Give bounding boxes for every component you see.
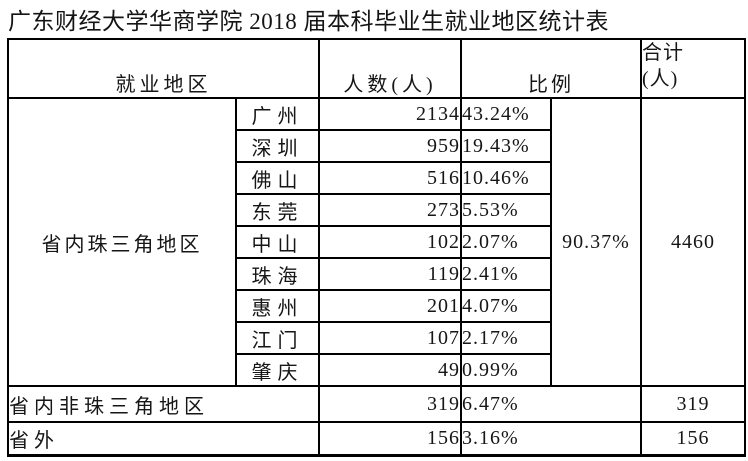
count-cell: 319 [318, 385, 462, 423]
table-row-zhongshan: 中山 102 2.07% [8, 225, 745, 259]
total-cell: 156 [640, 421, 746, 457]
count-cell: 2134 [318, 97, 462, 131]
total-cell: 319 [640, 385, 746, 423]
ratio-cell: 10.46% [460, 161, 552, 195]
header-total: 合计 (人) [640, 38, 746, 99]
employment-region-table: 就业地区 人数(人) 比例 合计 (人) 省内珠三角地区 广州 2134 43.2… [7, 38, 746, 457]
row-label-cell: 省内非珠三角地区 [7, 385, 320, 423]
header-ratio: 比例 [460, 38, 642, 99]
count-cell: 516 [318, 161, 462, 195]
ratio-cell: 6.47% [460, 385, 642, 423]
city-cell: 肇庆 [235, 353, 320, 387]
header-total-line2: (人) [642, 68, 679, 90]
table-row-jiangmen: 江门 107 2.17% [8, 321, 745, 355]
count-cell: 102 [318, 225, 462, 259]
region-group-cell: 省内珠三角地区 [7, 97, 237, 387]
header-region: 就业地区 [7, 38, 320, 99]
row-label-cell: 省外 [7, 421, 320, 457]
table-row-zhuhai: 珠海 119 2.41% [8, 257, 745, 291]
ratio-cell: 5.53% [460, 193, 552, 227]
count-cell: 959 [318, 129, 462, 163]
table-row-huizhou: 惠州 201 4.07% [8, 289, 745, 323]
group-total-cell: 4460 [640, 97, 746, 387]
table-row-non-pearl-delta: 省内非珠三角地区 319 6.47% 319 [7, 385, 746, 423]
count-cell: 49 [318, 353, 462, 387]
header-count: 人数(人) [318, 38, 462, 99]
city-cell: 惠州 [235, 289, 320, 323]
header-total-line1: 合计 [642, 42, 684, 64]
table-row-guangzhou: 省内珠三角地区 广州 2134 43.24% 90.37% 4460 [7, 97, 746, 387]
ratio-cell: 3.16% [460, 421, 642, 457]
city-cell: 珠海 [235, 257, 320, 291]
ratio-cell: 19.43% [460, 129, 552, 163]
city-cell: 佛山 [235, 161, 320, 195]
count-cell: 119 [318, 257, 462, 291]
ratio-cell: 2.41% [460, 257, 552, 291]
city-cell: 东莞 [235, 193, 320, 227]
table-row-outside-province: 省外 156 3.16% 156 [7, 421, 746, 457]
table-row-zhaoqing: 肇庆 49 0.99% [8, 353, 745, 387]
table-row-dongguan: 东莞 273 5.53% [8, 193, 745, 227]
city-cell: 江门 [235, 321, 320, 355]
document-title: 广东财经大学华商学院 2018 届本科毕业生就业地区统计表 [8, 9, 609, 34]
ratio-cell: 4.07% [460, 289, 552, 323]
ratio-cell: 43.24% [460, 97, 552, 131]
city-cell: 中山 [235, 225, 320, 259]
table-row-shenzhen: 深圳 959 19.43% [8, 129, 745, 163]
city-cell: 广州 [235, 97, 320, 131]
group-ratio-cell: 90.37% [550, 97, 642, 387]
ratio-cell: 2.17% [460, 321, 552, 355]
count-cell: 273 [318, 193, 462, 227]
ratio-cell: 2.07% [460, 225, 552, 259]
count-cell: 107 [318, 321, 462, 355]
table-row-foshan: 佛山 516 10.46% [8, 161, 745, 195]
count-cell: 156 [318, 421, 462, 457]
city-cell: 深圳 [235, 129, 320, 163]
count-cell: 201 [318, 289, 462, 323]
header-row: 就业地区 人数(人) 比例 合计 (人) [7, 38, 746, 99]
ratio-cell: 0.99% [460, 353, 552, 387]
